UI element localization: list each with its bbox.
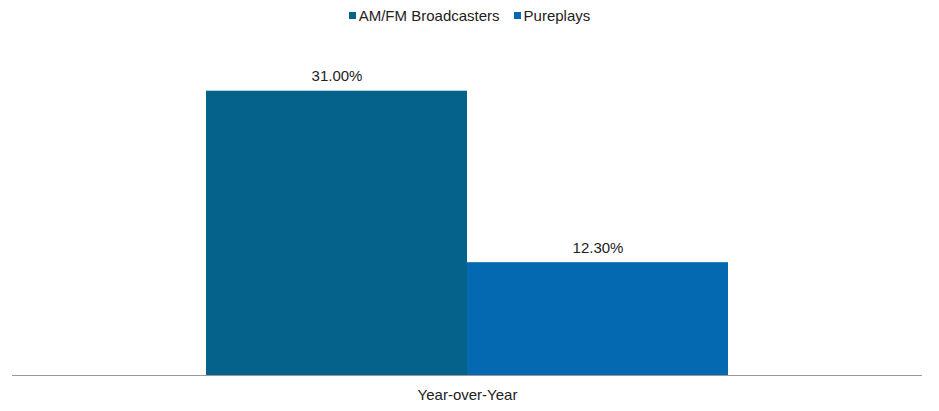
html-text:Pureplays: Pureplays xyxy=(523,6,591,24)
svg-text:31.00%: 31.00% xyxy=(312,67,363,84)
svg-text:Year-over-Year: Year-over-Year xyxy=(418,386,518,403)
svg-text:12.30%: 12.30% xyxy=(573,238,624,255)
html-text:AM/FM Broadcasters: AM/FM Broadcasters xyxy=(358,6,500,24)
